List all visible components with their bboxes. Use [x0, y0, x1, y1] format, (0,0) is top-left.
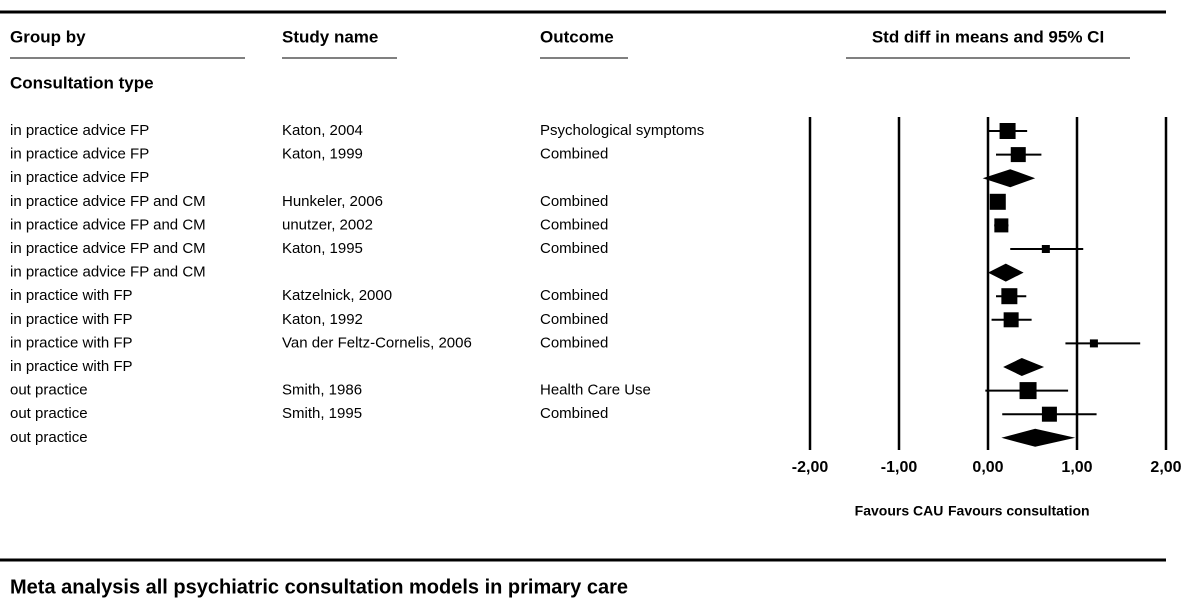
- x-tick-label: -2,00: [792, 459, 829, 476]
- outcome-label: Combined: [540, 334, 608, 351]
- chart-title: Meta analysis all psychiatric consultati…: [10, 576, 628, 598]
- favours-left: Favours CAU: [855, 503, 944, 519]
- column-header: Std diff in means and 95% CI: [872, 27, 1104, 46]
- outcome-label: Combined: [540, 240, 608, 257]
- study-label: Katon, 2004: [282, 122, 363, 139]
- group-label: in practice with FP: [10, 334, 133, 351]
- column-header: Group by: [10, 27, 86, 46]
- group-label: in practice advice FP: [10, 169, 149, 186]
- group-label: in practice advice FP and CM: [10, 240, 206, 257]
- group-label: in practice advice FP and CM: [10, 193, 206, 210]
- favours-right: Favours consultation: [948, 503, 1090, 519]
- study-label: Katon, 1992: [282, 311, 363, 328]
- study-label: Van der Feltz-Cornelis, 2006: [282, 334, 472, 351]
- effect-square: [1003, 312, 1019, 328]
- outcome-label: Combined: [540, 405, 608, 422]
- x-tick-label: 0,00: [972, 459, 1003, 476]
- outcome-label: Psychological symptoms: [540, 122, 704, 139]
- study-label: Hunkeler, 2006: [282, 193, 383, 210]
- outcome-label: Combined: [540, 216, 608, 233]
- x-tick-label: 2,00: [1150, 459, 1181, 476]
- outcome-label: Combined: [540, 311, 608, 328]
- group-label: in practice advice FP and CM: [10, 264, 206, 281]
- study-label: Smith, 1995: [282, 405, 362, 422]
- pooled-diamond: [988, 263, 1024, 282]
- effect-square: [994, 218, 1009, 233]
- group-label: in practice advice FP and CM: [10, 216, 206, 233]
- x-tick-label: 1,00: [1061, 459, 1092, 476]
- study-label: unutzer, 2002: [282, 216, 373, 233]
- effect-square: [1001, 288, 1018, 305]
- effect-square: [1010, 147, 1026, 163]
- effect-square: [989, 193, 1006, 210]
- study-label: Katzelnick, 2000: [282, 287, 392, 304]
- effect-square: [1019, 382, 1037, 400]
- effect-square: [1041, 245, 1050, 253]
- outcome-label: Combined: [540, 146, 608, 163]
- group-label: out practice: [10, 429, 88, 446]
- group-label: in practice with FP: [10, 358, 133, 375]
- group-label: in practice with FP: [10, 311, 133, 328]
- study-label: Katon, 1995: [282, 240, 363, 257]
- group-label: in practice advice FP: [10, 122, 149, 139]
- column-header: Study name: [282, 27, 378, 46]
- pooled-diamond: [1001, 428, 1076, 447]
- outcome-label: Combined: [540, 287, 608, 304]
- group-label: out practice: [10, 405, 88, 422]
- pooled-diamond: [982, 169, 1036, 188]
- x-tick-label: -1,00: [881, 459, 918, 476]
- study-label: Katon, 1999: [282, 146, 363, 163]
- group-label: in practice with FP: [10, 287, 133, 304]
- study-label: Smith, 1986: [282, 382, 362, 399]
- effect-square: [1089, 339, 1098, 348]
- group-label: out practice: [10, 382, 88, 399]
- outcome-label: Health Care Use: [540, 382, 651, 399]
- group-label: in practice advice FP: [10, 146, 149, 163]
- outcome-label: Combined: [540, 193, 608, 210]
- pooled-diamond: [1003, 358, 1045, 376]
- section-heading: Consultation type: [10, 73, 154, 92]
- effect-square: [999, 123, 1016, 139]
- column-header: Outcome: [540, 27, 614, 46]
- effect-square: [1041, 406, 1057, 422]
